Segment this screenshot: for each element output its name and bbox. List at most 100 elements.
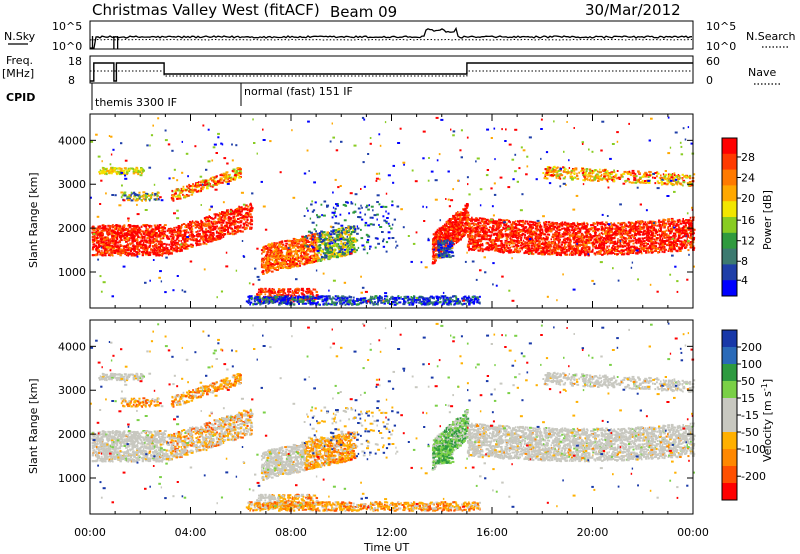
power-cell	[337, 243, 340, 246]
sky-right-label: N.Search	[746, 30, 796, 43]
power-cell	[341, 247, 345, 250]
power-cell	[228, 174, 230, 177]
power-cell	[452, 226, 454, 229]
power-cell	[116, 235, 118, 238]
power-cell	[373, 214, 377, 217]
power-cell	[191, 235, 195, 238]
power-cell	[127, 230, 130, 233]
power-cell	[111, 236, 114, 239]
power-cell	[144, 231, 147, 234]
power-cell	[172, 244, 175, 247]
power-cell	[148, 239, 151, 242]
power-cell	[465, 224, 468, 227]
power-cell	[231, 229, 234, 232]
power-cell	[461, 299, 464, 302]
power-cell	[319, 249, 322, 252]
power-cell	[380, 206, 383, 208]
power-cell	[126, 238, 129, 241]
power-cell	[461, 297, 464, 300]
power-cell	[118, 246, 121, 249]
power-cell	[326, 238, 329, 241]
power-cell	[209, 182, 212, 185]
power-cell	[199, 239, 201, 242]
power-cell	[208, 237, 211, 240]
power-cell	[435, 295, 439, 298]
power-cell	[133, 234, 136, 237]
power-cell	[466, 206, 468, 209]
power-cell	[328, 296, 331, 299]
power-cell	[325, 247, 328, 250]
power-cell	[230, 178, 234, 181]
power-cell	[463, 222, 467, 225]
power-cell	[349, 248, 353, 251]
power-cell	[240, 224, 242, 227]
power-cell	[426, 297, 430, 300]
power-cell	[234, 209, 237, 211]
power-cell	[207, 222, 211, 225]
power-cell	[267, 296, 270, 299]
power-cell	[465, 221, 468, 224]
power-cell	[422, 302, 425, 305]
power-cell	[147, 247, 149, 250]
power-cell	[269, 258, 271, 261]
power-cell	[326, 255, 330, 258]
power-cell	[233, 210, 236, 213]
power-cell	[449, 238, 452, 241]
power-cell	[374, 237, 378, 240]
power-cell	[300, 248, 303, 251]
power-cell	[390, 296, 393, 299]
power-cell	[426, 302, 429, 304]
power-cell	[175, 250, 178, 253]
power-cell	[250, 298, 253, 301]
power-cell	[357, 216, 360, 218]
power-cell	[415, 301, 418, 304]
power-cell	[303, 236, 307, 238]
power-cell	[327, 234, 331, 237]
power-cell	[309, 248, 312, 250]
power-cell	[345, 230, 348, 233]
power-cell	[100, 230, 104, 233]
power-cell	[267, 260, 271, 263]
power-cell	[188, 226, 190, 229]
power-cell	[174, 244, 177, 247]
search-noise-trace	[89, 38, 693, 41]
power-cell	[300, 296, 302, 299]
power-cell	[147, 194, 151, 197]
power-cell	[388, 300, 390, 303]
power-cell	[376, 302, 378, 305]
power-cell	[291, 263, 295, 266]
power-cell	[113, 229, 116, 232]
power-cell	[340, 296, 343, 299]
power-cell	[462, 235, 465, 237]
power-cell	[294, 289, 297, 292]
power-cell	[233, 229, 236, 232]
power-cell	[452, 300, 454, 303]
power-cell	[124, 234, 127, 237]
power-cell	[267, 258, 270, 261]
power-cell	[391, 223, 394, 226]
power-cell	[298, 240, 301, 243]
power-cell	[266, 250, 270, 253]
power-cell	[170, 243, 173, 246]
power-cell	[153, 235, 155, 238]
power-cell	[308, 295, 312, 298]
power-cell	[411, 299, 414, 302]
power-cell	[453, 242, 455, 245]
power-cell	[126, 173, 129, 176]
power-cell	[354, 203, 357, 206]
power-cell	[347, 249, 349, 252]
power-cell	[315, 224, 318, 227]
power-cell	[177, 197, 179, 200]
power-cell	[299, 252, 302, 255]
power-cell	[199, 184, 202, 187]
power-cell	[106, 251, 109, 254]
power-cell	[317, 297, 319, 300]
power-cell	[278, 302, 282, 305]
power-cell	[321, 298, 324, 301]
power-cell	[326, 204, 330, 207]
power-cell	[147, 193, 150, 196]
power-cell	[322, 214, 326, 217]
power-cell	[268, 246, 272, 249]
power-cell	[107, 241, 110, 244]
